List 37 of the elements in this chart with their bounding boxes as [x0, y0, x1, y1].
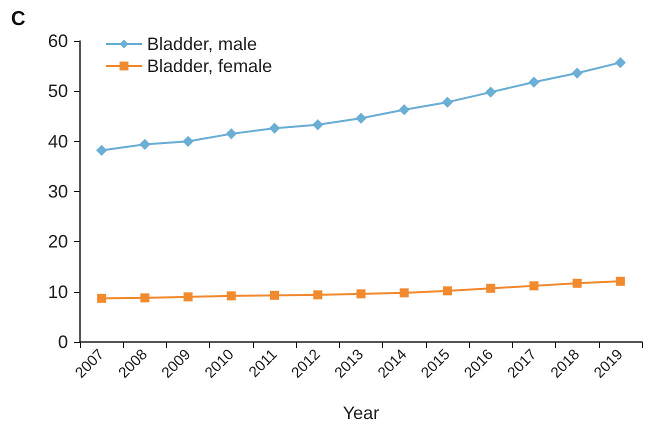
- legend-label: Bladder, female: [147, 56, 272, 76]
- y-tick-label: 30: [48, 182, 68, 202]
- point: [572, 278, 582, 288]
- y-tick-label: 60: [48, 31, 68, 51]
- y-tick-label: 0: [58, 332, 68, 352]
- point: [400, 288, 409, 298]
- y-tick-label: 40: [48, 131, 68, 152]
- point: [356, 112, 366, 124]
- point: [312, 119, 324, 130]
- y-tick-label: 50: [48, 81, 68, 102]
- point: [485, 86, 496, 98]
- point: [398, 104, 410, 116]
- chart-title: C: [11, 8, 26, 30]
- point: [226, 128, 237, 140]
- y-tick-label: 10: [48, 282, 68, 302]
- point: [140, 293, 150, 302]
- legend-label: Bladder, male: [147, 34, 258, 54]
- point: [616, 276, 625, 286]
- point: [614, 57, 626, 68]
- point: [529, 281, 538, 290]
- point: [97, 294, 106, 303]
- point: [269, 122, 280, 134]
- point: [139, 138, 150, 150]
- point: [442, 96, 453, 108]
- point: [486, 284, 496, 293]
- point: [442, 286, 452, 296]
- point: [184, 292, 193, 302]
- y-tick-label: 20: [48, 232, 68, 252]
- point: [572, 68, 583, 79]
- point: [226, 291, 236, 300]
- point: [313, 290, 322, 300]
- point: [96, 144, 108, 156]
- x-axis-title: Year: [342, 403, 380, 423]
- point: [356, 289, 366, 298]
- point: [270, 290, 280, 300]
- point: [182, 136, 194, 147]
- point: [528, 76, 540, 88]
